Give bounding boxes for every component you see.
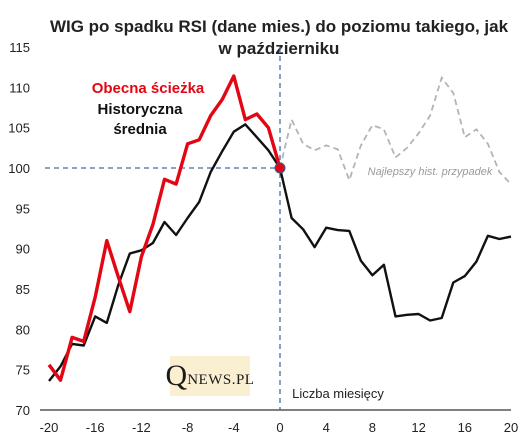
x-tick-label: -12 (132, 420, 151, 435)
chart-title: WIG po spadku RSI (dane mies.) do poziom… (50, 17, 509, 36)
y-tick-label: 70 (16, 403, 30, 418)
y-tick-label: 110 (9, 80, 30, 95)
x-tick-label: -4 (228, 420, 240, 435)
label-best-case: Najlepszy hist. przypadek (368, 166, 493, 178)
label-historical-line1: Historyczna (97, 101, 183, 118)
x-tick-label: 20 (504, 420, 518, 435)
x-axis-label: Liczba miesięcy (292, 386, 384, 401)
series-best-case-line (279, 75, 512, 185)
logo-text: NEWS.PL (187, 371, 255, 388)
x-tick-label: -16 (86, 420, 105, 435)
series-current-path-line (47, 74, 282, 382)
qnews-logo: Q NEWS.PL (166, 356, 254, 396)
x-tick-label: -20 (40, 420, 59, 435)
x-tick-label: 8 (369, 420, 376, 435)
y-tick-label: 75 (16, 363, 30, 378)
y-tick-label: 115 (9, 40, 30, 55)
label-current-path: Obecna ścieżka (92, 80, 205, 97)
y-tick-label: 85 (16, 282, 30, 297)
y-tick-label: 105 (8, 121, 30, 136)
x-tick-label: 0 (276, 420, 283, 435)
logo-q: Q (165, 359, 188, 392)
y-tick-label: 100 (8, 161, 30, 176)
y-tick-label: 95 (16, 201, 30, 216)
y-tick-labels: 70 75 80 85 90 95 100 105 110 115 (8, 40, 30, 418)
x-tick-label: 16 (458, 420, 472, 435)
x-tick-label: 4 (323, 420, 330, 435)
chart-title-line2: w październiku (218, 39, 340, 58)
y-tick-label: 80 (16, 322, 30, 337)
y-tick-label: 90 (16, 242, 30, 257)
x-tick-label: -8 (182, 420, 194, 435)
label-historical-line2: średnia (113, 121, 167, 138)
x-tick-label: 12 (411, 420, 425, 435)
x-tick-labels: -20 -16 -12 -8 -4 0 4 8 12 16 20 (40, 420, 519, 435)
reference-point (274, 162, 286, 174)
